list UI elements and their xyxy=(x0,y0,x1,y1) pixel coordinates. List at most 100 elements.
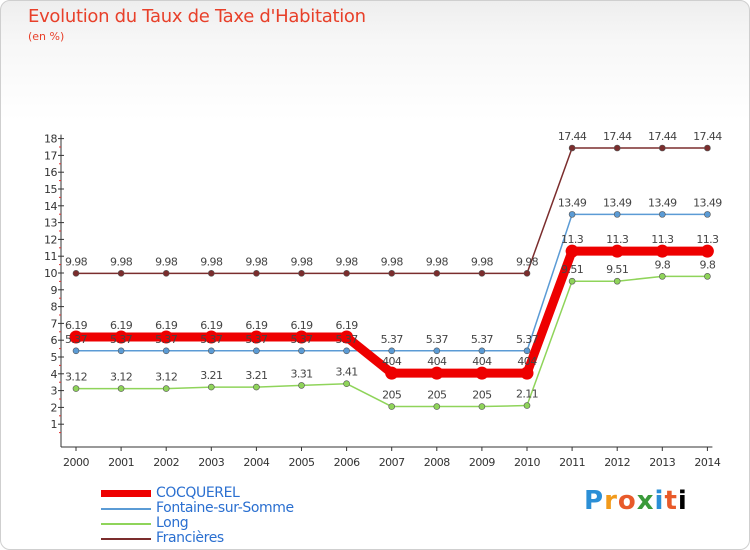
data-label: 5.37 xyxy=(290,333,313,346)
data-point xyxy=(117,270,125,277)
data-point xyxy=(208,383,215,391)
data-label: 9.98 xyxy=(426,255,449,268)
data-point xyxy=(162,270,170,277)
data-label: 9.98 xyxy=(65,255,88,268)
y-tick-label: 1 xyxy=(51,418,58,431)
data-point xyxy=(700,244,714,258)
data-point xyxy=(253,270,260,277)
data-label: 5.37 xyxy=(471,333,494,346)
x-tick-label: 2012 xyxy=(604,456,630,469)
data-label: 3.21 xyxy=(245,369,267,382)
data-label: 9.51 xyxy=(606,263,628,276)
data-label: 6.19 xyxy=(155,319,178,332)
data-label: 3.12 xyxy=(65,371,87,384)
legend-label: Fontaine-sur-Somme xyxy=(156,500,294,516)
data-point xyxy=(159,330,173,344)
legend-label: COCQUEREL xyxy=(156,485,240,501)
data-label: 9.98 xyxy=(110,255,133,268)
data-point xyxy=(343,380,350,388)
x-tick-label: 2008 xyxy=(424,456,450,469)
y-tick-label: 5 xyxy=(51,351,58,364)
data-point xyxy=(72,385,80,392)
data-point xyxy=(295,330,308,344)
data-label: 404 xyxy=(517,355,537,368)
data-point xyxy=(520,366,534,380)
data-point xyxy=(72,347,80,355)
y-tick-label: 7 xyxy=(51,317,58,330)
data-label: 6.19 xyxy=(245,319,268,332)
data-point xyxy=(343,347,350,355)
data-label: 5.37 xyxy=(245,333,268,346)
x-tick-label: 2005 xyxy=(289,456,315,469)
data-point xyxy=(568,211,576,218)
chart-legend: COCQUEREL Fontaine-sur-Somme Long Franci… xyxy=(101,485,361,546)
data-point xyxy=(523,347,531,355)
data-label: 9.8 xyxy=(654,258,670,271)
x-tick-label: 2006 xyxy=(334,456,360,469)
data-point xyxy=(343,270,350,277)
brand-letter: t xyxy=(664,486,678,516)
data-label: 13.49 xyxy=(648,196,677,209)
y-tick-label: 13 xyxy=(44,217,57,230)
chart-title: Evolution du Taux de Taxe d'Habitation xyxy=(28,6,366,27)
legend-item: Long xyxy=(101,515,361,531)
data-label: 6.19 xyxy=(65,319,88,332)
data-label: 5.37 xyxy=(65,333,88,346)
data-point xyxy=(565,244,579,258)
data-label: 9.98 xyxy=(471,255,494,268)
y-tick-label: 9 xyxy=(51,284,58,297)
data-point xyxy=(478,347,486,355)
data-label: 6.19 xyxy=(200,319,223,332)
data-point xyxy=(433,270,441,277)
y-tick-label: 8 xyxy=(51,301,58,314)
data-point xyxy=(658,273,666,280)
y-tick-label: 4 xyxy=(51,368,58,381)
data-point xyxy=(298,270,305,277)
data-point xyxy=(704,273,711,280)
legend-item: Francières xyxy=(101,530,361,546)
data-point xyxy=(162,347,170,355)
data-point xyxy=(298,347,305,355)
data-point xyxy=(117,385,125,392)
brand-logo: Proxiti xyxy=(584,486,688,516)
data-point xyxy=(208,347,215,355)
data-point xyxy=(568,144,576,152)
data-label: 9.98 xyxy=(381,255,404,268)
x-tick-label: 2011 xyxy=(559,456,585,469)
data-point xyxy=(568,277,576,285)
data-point xyxy=(208,270,215,277)
data-label: 6.19 xyxy=(290,319,313,332)
data-label: 9.8 xyxy=(700,258,716,271)
data-point xyxy=(523,402,531,409)
data-label: 9.51 xyxy=(561,263,583,276)
legend-item: COCQUEREL xyxy=(101,485,361,501)
y-tick-label: 10 xyxy=(44,267,57,280)
data-label: 17.44 xyxy=(648,130,677,143)
x-tick-label: 2000 xyxy=(63,456,89,469)
x-tick-label: 2002 xyxy=(153,456,179,469)
data-label: 5.37 xyxy=(516,333,539,346)
y-tick-label: 18 xyxy=(44,133,57,146)
data-label: 3.12 xyxy=(110,371,132,384)
data-label: 11.3 xyxy=(651,233,674,246)
data-label: 5.37 xyxy=(155,333,178,346)
y-tick-label: 2 xyxy=(51,401,58,414)
data-label: 404 xyxy=(382,355,402,368)
x-tick-label: 2003 xyxy=(198,456,224,469)
data-label: 205 xyxy=(382,389,402,402)
brand-letter: o xyxy=(617,486,637,516)
x-tick-label: 2004 xyxy=(243,456,269,469)
y-tick-label: 14 xyxy=(44,200,57,213)
data-label: 404 xyxy=(427,355,447,368)
data-point xyxy=(253,383,260,391)
data-point xyxy=(388,270,396,277)
data-label: 5.37 xyxy=(110,333,133,346)
data-point xyxy=(385,366,399,380)
data-label: 404 xyxy=(472,355,492,368)
data-label: 9.98 xyxy=(336,255,359,268)
data-label: 5.37 xyxy=(336,333,359,346)
data-label: 17.44 xyxy=(603,130,632,143)
data-label: 17.44 xyxy=(693,130,722,143)
brand-letter: i xyxy=(677,486,688,516)
